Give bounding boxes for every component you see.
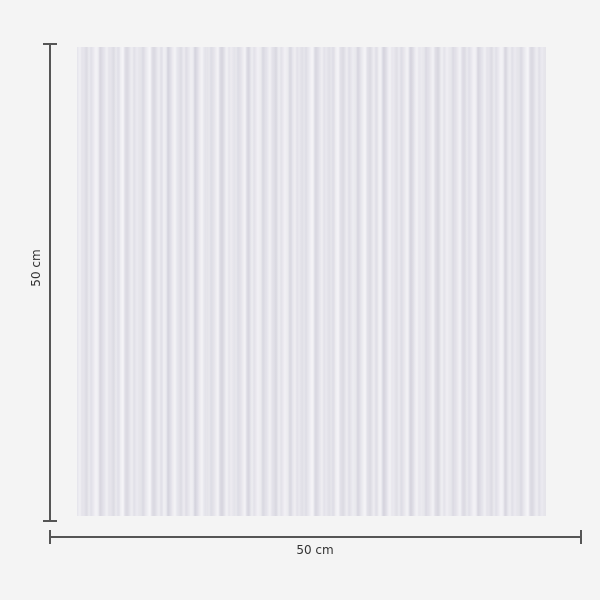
height-top-cap	[43, 43, 57, 45]
height-line	[49, 43, 51, 521]
product-panel-image	[77, 47, 546, 516]
height-label: 50 cm	[29, 249, 43, 287]
height-bottom-cap	[43, 520, 57, 522]
width-left-cap	[49, 530, 51, 544]
width-label: 50 cm	[296, 543, 334, 557]
width-line	[50, 536, 581, 538]
width-right-cap	[580, 530, 582, 544]
